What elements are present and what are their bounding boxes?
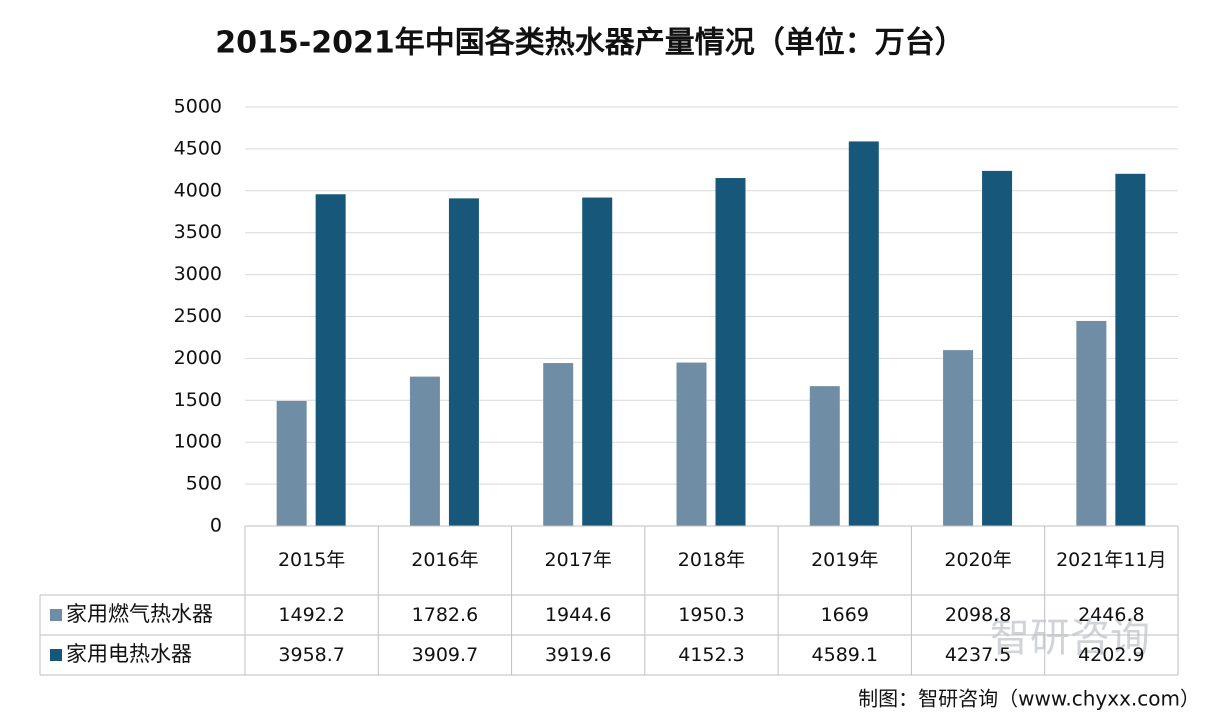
y-tick-label: 2000 <box>174 347 222 369</box>
x-tick-label: 2019年 <box>811 549 879 572</box>
y-tick-label: 2500 <box>174 305 222 327</box>
bar <box>448 198 479 527</box>
y-tick-label: 3000 <box>174 263 222 285</box>
legend-label: 家用燃气热水器 <box>66 602 213 627</box>
chart-title: 2015-2021年中国各类热水器产量情况（单位：万台） <box>215 26 964 61</box>
y-tick-label: 1500 <box>174 389 222 411</box>
y-tick-label: 3500 <box>174 221 222 243</box>
bar <box>582 197 613 526</box>
y-tick-label: 1000 <box>174 431 222 453</box>
table-value: 1944.6 <box>544 603 612 626</box>
bar <box>848 141 879 527</box>
y-tick-label: 4500 <box>174 137 222 159</box>
x-tick-label: 2021年11月 <box>1056 549 1167 572</box>
table-value: 4237.5 <box>944 643 1012 666</box>
table-value: 4202.9 <box>1078 643 1145 666</box>
bar <box>1115 173 1146 526</box>
table-value: 3919.6 <box>544 643 612 666</box>
legend-swatch <box>50 609 62 621</box>
table-value: 3909.7 <box>411 643 479 666</box>
bar <box>943 350 974 526</box>
bar <box>276 400 307 526</box>
table-value: 2098.8 <box>944 603 1012 626</box>
y-tick-label: 0 <box>210 515 222 537</box>
y-tick-label: 5000 <box>174 96 222 118</box>
bar <box>982 170 1013 526</box>
legend-swatch <box>50 649 62 661</box>
table-value: 1492.2 <box>278 603 345 626</box>
table-value: 1950.3 <box>678 603 745 626</box>
y-tick-label: 4000 <box>174 179 222 201</box>
bar <box>543 363 574 526</box>
x-tick-label: 2015年 <box>277 549 346 572</box>
bar <box>409 376 440 526</box>
table-value: 1669 <box>820 603 869 626</box>
y-tick-label: 500 <box>186 473 222 495</box>
x-tick-label: 2017年 <box>544 549 612 572</box>
table-value: 4589.1 <box>811 643 879 666</box>
table-value: 3958.7 <box>278 643 345 666</box>
table-value: 2446.8 <box>1078 603 1145 626</box>
bar <box>1076 320 1107 526</box>
legend-label: 家用电热水器 <box>66 642 192 667</box>
table-value: 1782.6 <box>411 603 479 626</box>
watermark: 智研咨询 <box>990 615 1150 661</box>
bar <box>315 194 346 527</box>
table-value: 4152.3 <box>678 643 745 666</box>
source-note: 制图：智研咨询（www.chyxx.com） <box>858 687 1200 711</box>
bar <box>809 386 840 526</box>
x-tick-label: 2016年 <box>411 549 479 572</box>
bar <box>676 362 707 526</box>
x-tick-label: 2020年 <box>944 549 1012 572</box>
x-tick-label: 2018年 <box>677 549 746 572</box>
bar <box>715 178 746 526</box>
